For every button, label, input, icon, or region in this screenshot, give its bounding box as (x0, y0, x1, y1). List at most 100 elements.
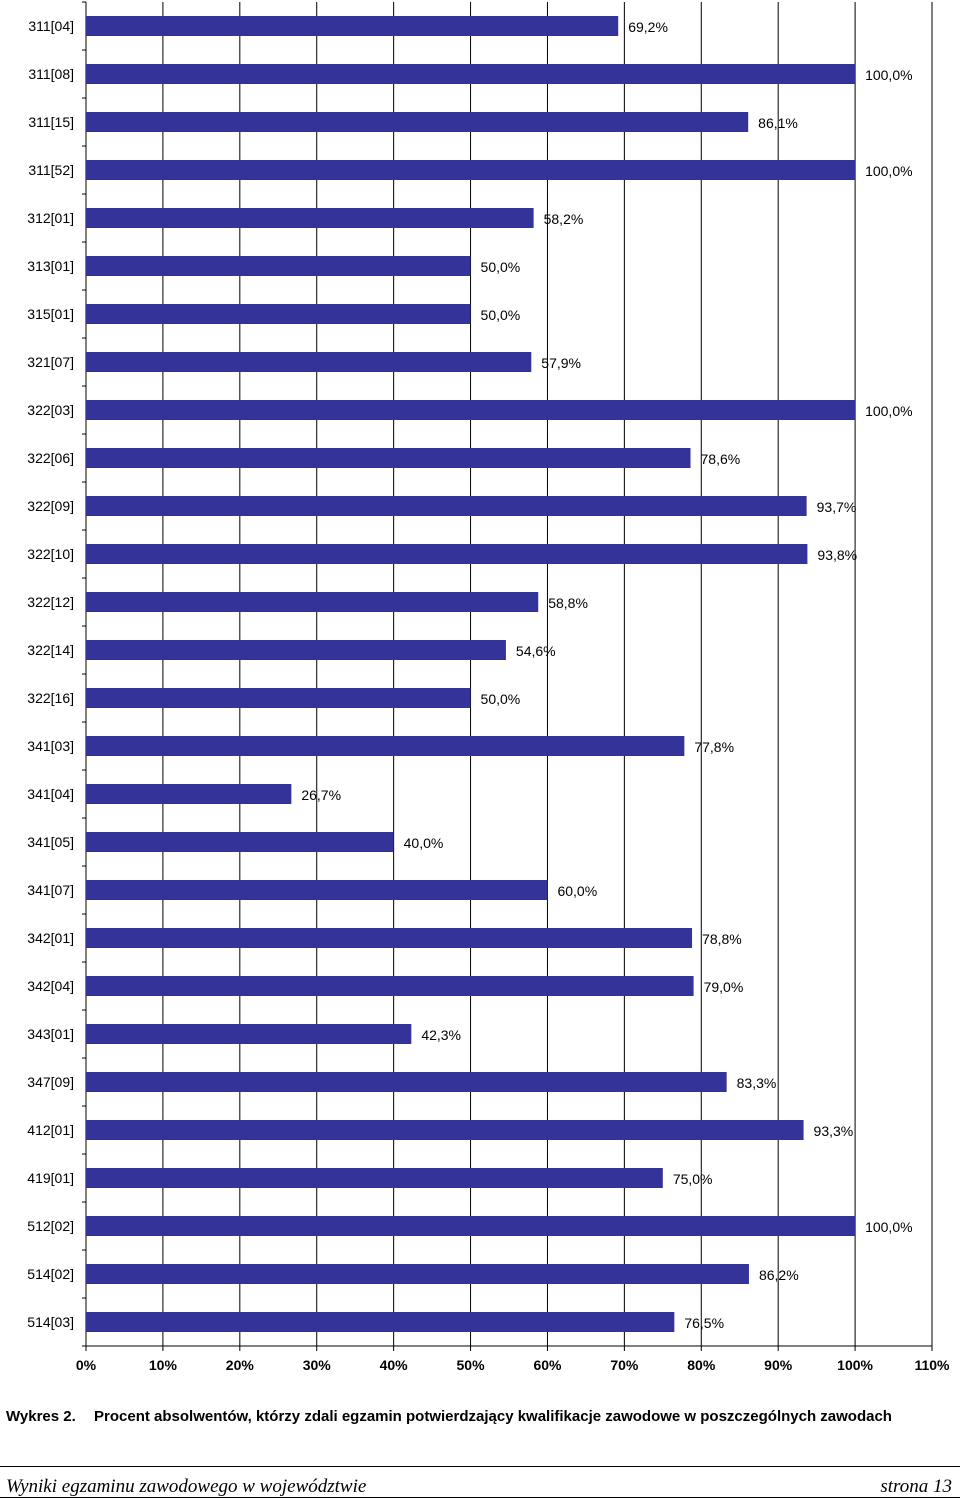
category-label: 512[02] (27, 1218, 74, 1234)
x-tick-label: 100% (837, 1357, 873, 1373)
value-label: 75,0% (673, 1171, 713, 1187)
category-label: 341[03] (27, 738, 74, 754)
value-label: 100,0% (865, 1219, 912, 1235)
category-label: 341[05] (27, 834, 74, 850)
value-label: 79,0% (704, 979, 744, 995)
bar (86, 736, 685, 756)
bar (86, 976, 694, 996)
value-label: 83,3% (737, 1075, 777, 1091)
category-label: 312[01] (27, 210, 74, 226)
category-label: 322[16] (27, 690, 74, 706)
x-tick-label: 30% (303, 1357, 332, 1373)
value-label: 100,0% (865, 163, 912, 179)
value-label: 54,6% (516, 643, 556, 659)
bar (86, 688, 471, 708)
bar (86, 1264, 749, 1284)
category-label: 322[06] (27, 450, 74, 466)
category-label: 322[12] (27, 594, 74, 610)
category-label: 341[07] (27, 882, 74, 898)
x-tick-label: 50% (457, 1357, 486, 1373)
bar (86, 1072, 727, 1092)
bar (86, 256, 471, 276)
category-label: 342[01] (27, 930, 74, 946)
page-footer: Wyniki egzaminu zawodowego w województwi… (6, 1476, 956, 1498)
value-label: 93,7% (817, 499, 857, 515)
value-label: 58,8% (548, 595, 588, 611)
value-label: 69,2% (628, 19, 668, 35)
value-label: 26,7% (301, 787, 341, 803)
x-tick-label: 90% (764, 1357, 793, 1373)
bar (86, 880, 548, 900)
value-label: 76,5% (684, 1315, 724, 1331)
category-label: 322[09] (27, 498, 74, 514)
category-label: 514[02] (27, 1266, 74, 1282)
category-label: 311[04] (28, 18, 74, 34)
bar (86, 544, 808, 564)
category-label: 311[08] (28, 66, 74, 82)
x-tick-label: 80% (687, 1357, 716, 1373)
category-label: 347[09] (27, 1074, 74, 1090)
caption-label: Wykres 2. (6, 1408, 76, 1425)
value-label: 60,0% (557, 883, 597, 899)
value-label: 50,0% (481, 259, 521, 275)
bar (86, 208, 534, 228)
bar (86, 1120, 804, 1140)
bar (86, 1216, 856, 1236)
category-label: 412[01] (27, 1122, 74, 1138)
category-label: 322[14] (27, 642, 74, 658)
category-label: 322[10] (27, 546, 74, 562)
category-label: 514[03] (27, 1314, 74, 1330)
x-tick-label: 70% (610, 1357, 639, 1373)
category-label: 315[01] (27, 306, 74, 322)
bar (86, 832, 394, 852)
value-label: 100,0% (865, 403, 912, 419)
value-label: 50,0% (481, 307, 521, 323)
x-tick-label: 40% (380, 1357, 409, 1373)
bar (86, 1024, 412, 1044)
category-label: 321[07] (27, 354, 74, 370)
bar (86, 1312, 675, 1332)
bar (86, 448, 691, 468)
category-label: 311[15] (28, 114, 74, 130)
value-label: 100,0% (865, 67, 912, 83)
bar (86, 784, 292, 804)
bar (86, 592, 539, 612)
bar (86, 16, 619, 36)
bar (86, 640, 506, 660)
value-label: 86,1% (758, 115, 798, 131)
x-tick-label: 10% (149, 1357, 178, 1373)
x-tick-label: 60% (533, 1357, 562, 1373)
footer-page-number: strona 13 (880, 1476, 952, 1497)
value-label: 58,2% (544, 211, 584, 227)
footer-rule-bottom (0, 1497, 960, 1498)
value-label: 77,8% (694, 739, 734, 755)
bar (86, 112, 749, 132)
value-label: 78,8% (702, 931, 742, 947)
x-tick-label: 20% (226, 1357, 255, 1373)
caption-text: Procent absolwentów, którzy zdali egzami… (94, 1408, 892, 1425)
bar (86, 1168, 663, 1188)
footer-rule-top (0, 1466, 960, 1467)
value-label: 86,2% (759, 1267, 799, 1283)
bar (86, 496, 807, 516)
bar (86, 64, 856, 84)
value-label: 93,8% (817, 547, 857, 563)
value-label: 42,3% (421, 1027, 461, 1043)
bar (86, 304, 471, 324)
value-label: 57,9% (541, 355, 581, 371)
category-label: 419[01] (27, 1170, 74, 1186)
bar (86, 928, 693, 948)
figure-caption: Wykres 2. Procent absolwentów, którzy zda… (6, 1408, 956, 1425)
bar-chart: 311[04] 69,2% 311[08] 100,0% 311[15] 86,1% 311… (27, 1, 950, 1373)
value-label: 40,0% (404, 835, 444, 851)
value-label: 93,3% (814, 1123, 854, 1139)
category-label: 311[52] (28, 162, 74, 178)
category-label: 342[04] (27, 978, 74, 994)
footer-left: Wyniki egzaminu zawodowego w województwi… (6, 1476, 367, 1497)
category-label: 313[01] (27, 258, 74, 274)
value-label: 78,6% (701, 451, 741, 467)
category-label: 341[04] (27, 786, 74, 802)
x-tick-label: 110% (914, 1357, 950, 1373)
bar (86, 352, 532, 372)
category-label: 322[03] (27, 402, 74, 418)
